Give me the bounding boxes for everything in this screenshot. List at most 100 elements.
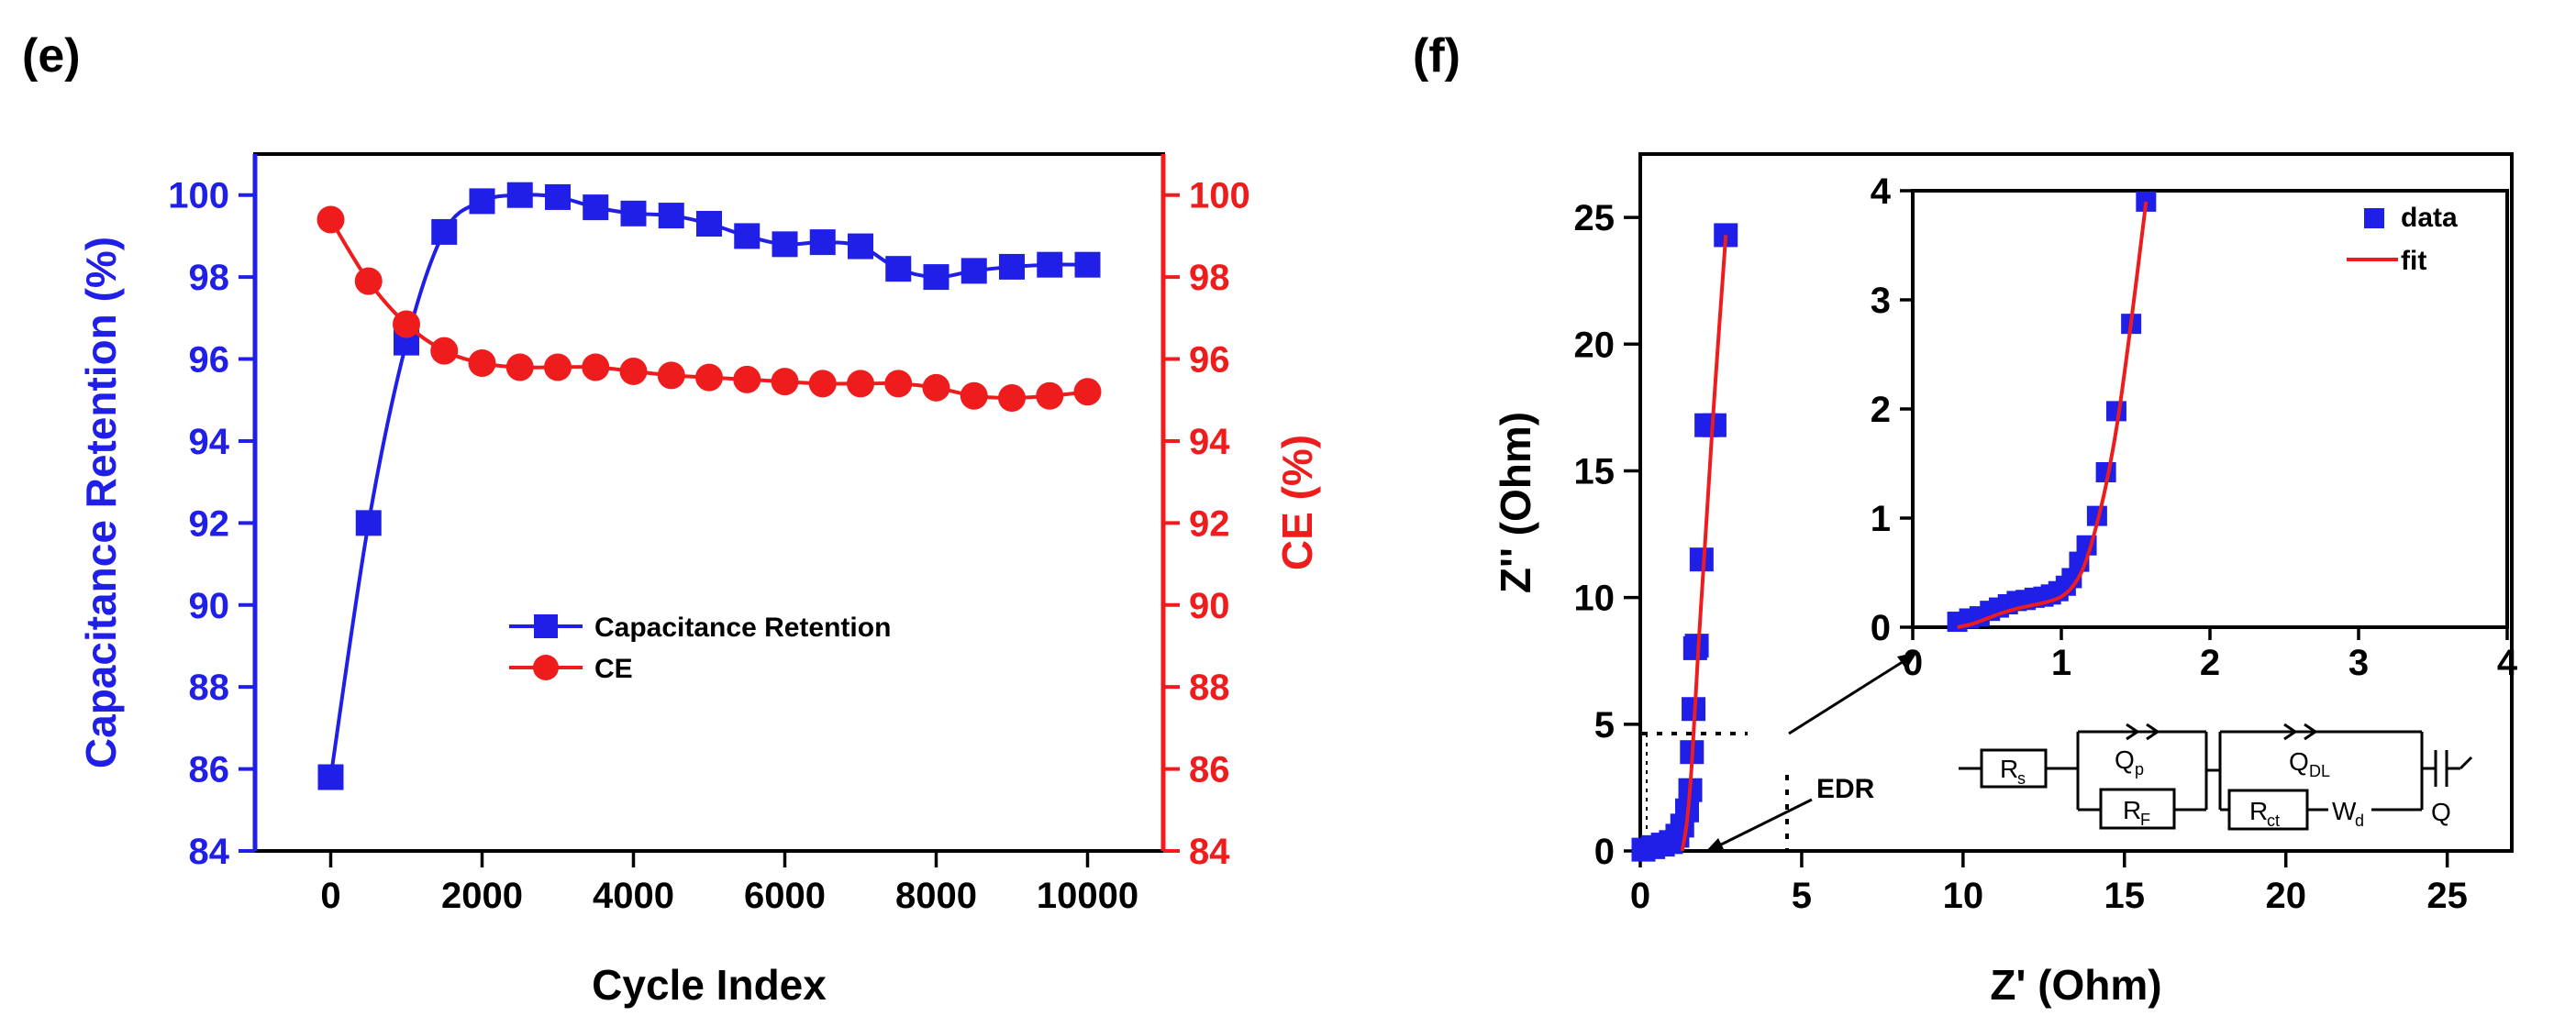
- panel-f-xtick-label: 10: [1943, 876, 1984, 916]
- panel-e-xtick-label: 8000: [895, 876, 977, 916]
- panel-e-point-retention: [506, 182, 533, 208]
- circuit-qp-symbol-2: [2146, 723, 2160, 741]
- panel-e-point-retention: [1074, 251, 1101, 278]
- circuit-qdl-label: Q: [2289, 747, 2309, 776]
- panel-e-ytick-left-label: 94: [189, 422, 230, 462]
- panel-e-point-retention: [885, 256, 912, 282]
- panel-e-point-ce: [468, 349, 496, 377]
- circuit-qp-symbol: [2126, 723, 2140, 741]
- circuit-wd-label: W: [2332, 797, 2357, 825]
- panel-e-point-ce: [922, 373, 950, 402]
- panel-e-point-ce: [847, 370, 874, 398]
- inset-xtick-label: 4: [2497, 643, 2518, 683]
- inset-ytick-label: 3: [1871, 281, 1891, 321]
- panel-e-point-retention: [923, 264, 949, 291]
- panel-e-point-retention: [960, 258, 987, 284]
- inset-ytick-label: 2: [1871, 390, 1891, 430]
- circuit-wd-sub: d: [2355, 812, 2364, 830]
- panel-e-ytick-right-label: 94: [1189, 422, 1230, 462]
- panel-e-plot-frame: [253, 152, 1165, 853]
- panel-e-point-ce: [657, 361, 685, 390]
- circuit-rf-sub: F: [2140, 811, 2150, 829]
- panel-e-point-retention: [772, 231, 798, 258]
- panel-e-point-retention: [734, 223, 761, 249]
- panel-e-point-retention: [999, 253, 1025, 280]
- legend-label-ce: CE: [594, 654, 633, 684]
- panel-f-ytick-label: 5: [1594, 705, 1615, 745]
- panel-e-point-retention: [317, 764, 344, 790]
- circuit-rct-label: R: [2249, 797, 2268, 825]
- panel-e-ytick-right-label: 92: [1189, 503, 1230, 544]
- panel-e-point-ce: [998, 384, 1026, 412]
- panel-e-point-ce: [505, 353, 534, 381]
- panel-e-point-retention: [431, 218, 458, 245]
- panel-e-point-ce: [393, 310, 420, 338]
- circuit-qdl-symbol: [2283, 723, 2298, 741]
- panel-e-point-ce: [1036, 381, 1064, 410]
- panel-e-point-retention: [469, 188, 495, 215]
- panel-e-point-retention: [583, 194, 609, 221]
- inset-ytick-label: 0: [1871, 608, 1891, 648]
- legend-label-retention: Capacitance Retention: [594, 613, 891, 643]
- panel-label-f: (f): [1413, 29, 1460, 83]
- circuit-rs-sub: s: [2017, 769, 2026, 788]
- inset-legend-label-fit: fit: [2401, 246, 2426, 276]
- panel-f-xtick-label: 0: [1630, 876, 1650, 916]
- panel-f-ytick-label: 15: [1574, 451, 1616, 491]
- circuit-qdl-sub: DL: [2309, 762, 2330, 780]
- inset-plot-frame: [1911, 189, 2509, 629]
- panel-f-xtick-label: 25: [2426, 876, 2468, 916]
- panel-e-point-ce: [619, 357, 648, 385]
- circuit-qp-sub: p: [2135, 760, 2144, 779]
- inset-xtick-label: 1: [2051, 643, 2071, 683]
- panel-e-point-retention: [658, 203, 684, 229]
- panel-e-ytick-left-label: 90: [189, 586, 230, 626]
- panel-e-point-ce: [960, 381, 988, 410]
- panel-f-plot-frame: [1638, 152, 2514, 853]
- panel-e-xtick-label: 6000: [744, 876, 826, 916]
- panel-e-point-ce: [544, 353, 572, 381]
- panel-f-fit-line: [1680, 235, 1728, 852]
- panel-e-point-ce: [430, 337, 459, 365]
- panel-e-legend: Capacitance Retention CE: [509, 613, 891, 684]
- panel-e-ytick-left-label: 100: [168, 176, 229, 216]
- edr-arrowhead: [1704, 838, 1725, 853]
- panel-f-xtick-label: 15: [2104, 876, 2146, 916]
- inset-fit-line: [1957, 201, 2149, 629]
- panel-e-chart: 0 2000 4000 6000 8000 10000 84 86 88 90 92 94 96 98 10…: [77, 152, 1321, 1009]
- panel-e-point-retention: [545, 183, 571, 210]
- panel-e-point-ce: [884, 370, 913, 398]
- panel-f-xtick-label: 20: [2265, 876, 2306, 916]
- panel-e-point-ce: [316, 205, 345, 234]
- panel-e-point-retention: [1037, 251, 1063, 278]
- circuit-rct-sub: ct: [2267, 812, 2280, 830]
- panel-e-point-ce: [1073, 378, 1102, 406]
- inset-xtick-label: 3: [2348, 643, 2369, 683]
- circuit-rf-label: R: [2123, 796, 2141, 824]
- panel-e-point-retention: [848, 233, 873, 260]
- panel-e-ytick-right-label: 100: [1189, 176, 1250, 216]
- panel-e-ytick-left-label: 98: [189, 258, 230, 298]
- panel-f-xlabel: Z' (Ohm): [1990, 961, 2161, 1009]
- panel-label-e: (e): [22, 29, 81, 83]
- panel-e-ytick-left-label: 88: [189, 668, 230, 708]
- inset-xtick-label: 0: [1903, 643, 1923, 683]
- edr-arrow: [1713, 798, 1813, 850]
- panel-e-ytick-left-label: 84: [189, 832, 230, 872]
- panel-e-point-ce: [354, 267, 383, 295]
- panel-e-ytick-right-label: 98: [1189, 258, 1230, 298]
- panel-f-ytick-label: 20: [1574, 325, 1616, 365]
- inset-legend: data fit: [2347, 203, 2458, 276]
- panel-f-ylabel: Z'' (Ohm): [1492, 412, 1539, 593]
- inset-legend-marker-data: [2364, 208, 2384, 228]
- panel-e-xtick-label: 4000: [593, 876, 674, 916]
- circuit-rs-label: R: [2000, 755, 2018, 783]
- panel-e-point-ce: [582, 353, 610, 381]
- inset-xtick-label: 2: [2200, 643, 2220, 683]
- panel-f-ytick-label: 10: [1574, 579, 1616, 619]
- panel-e-xlabel: Cycle Index: [592, 961, 827, 1009]
- panel-f-inset-chart: 0 1 2 3 4 0 1 2 3 4 data fit R s Q p R F: [1871, 171, 2518, 831]
- panel-e-point-ce: [695, 363, 723, 392]
